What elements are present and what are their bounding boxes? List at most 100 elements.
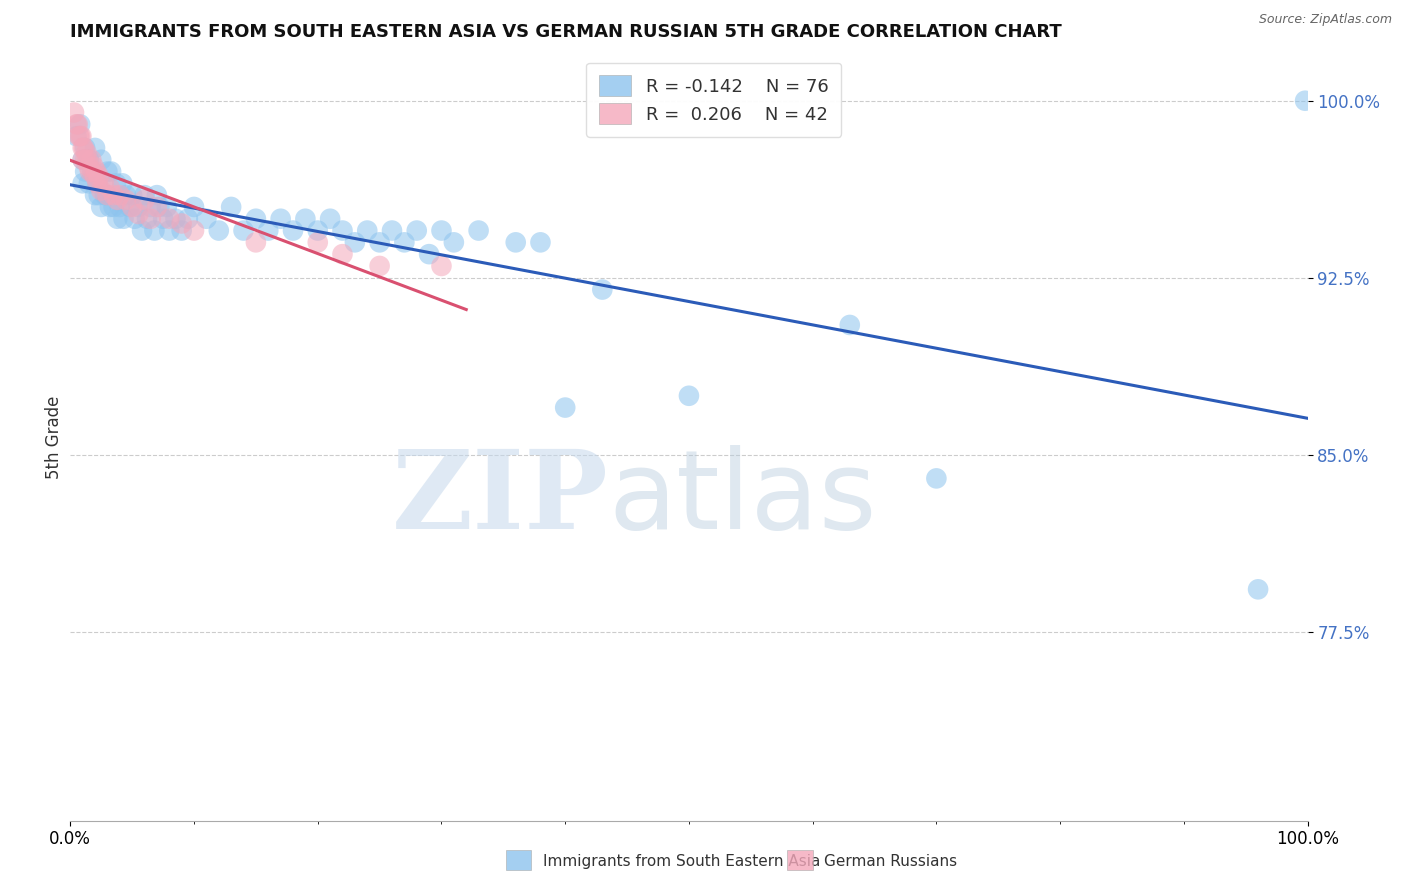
Point — [195, 211, 218, 226]
Point — [270, 211, 292, 226]
Point — [69, 129, 91, 144]
Point — [84, 164, 107, 178]
Point — [70, 129, 93, 144]
Point — [111, 177, 134, 191]
Point — [77, 153, 100, 167]
Point — [307, 223, 329, 237]
Point — [405, 223, 427, 237]
Point — [124, 211, 146, 226]
Point — [75, 153, 97, 167]
Point — [72, 177, 94, 191]
Text: atlas: atlas — [609, 445, 877, 552]
Point — [96, 188, 118, 202]
Point — [118, 200, 141, 214]
Point — [82, 164, 104, 178]
Point — [170, 223, 193, 237]
Point — [75, 145, 97, 160]
Point — [115, 188, 138, 202]
Point — [96, 188, 118, 202]
Text: IMMIGRANTS FROM SOUTH EASTERN ASIA VS GERMAN RUSSIAN 5TH GRADE CORRELATION CHART: IMMIGRANTS FROM SOUTH EASTERN ASIA VS GE… — [70, 23, 1062, 41]
Point — [332, 247, 354, 261]
Point — [84, 188, 107, 202]
Point — [87, 188, 110, 202]
Point — [84, 169, 107, 184]
Point — [127, 200, 149, 214]
Point — [77, 177, 100, 191]
Point — [73, 141, 96, 155]
Point — [105, 193, 128, 207]
Point — [156, 200, 179, 214]
Point — [232, 223, 254, 237]
Point — [146, 200, 169, 214]
Point — [127, 207, 149, 221]
Point — [257, 223, 280, 237]
Point — [86, 177, 108, 191]
Point — [838, 318, 860, 332]
Point — [165, 211, 187, 226]
Point — [79, 164, 101, 178]
Point — [83, 160, 105, 174]
Point — [82, 164, 104, 178]
Point — [94, 188, 117, 202]
Point — [467, 223, 489, 237]
Point — [66, 117, 89, 131]
Point — [394, 235, 416, 250]
Point — [72, 153, 94, 167]
Point — [319, 211, 342, 226]
Point — [76, 153, 98, 167]
Point — [143, 223, 166, 237]
Point — [678, 389, 700, 403]
Point — [177, 211, 200, 226]
Point — [112, 211, 135, 226]
Point — [98, 200, 121, 214]
Point — [183, 200, 205, 214]
Point — [356, 223, 378, 237]
Point — [1294, 94, 1316, 108]
Point — [67, 129, 90, 144]
Point — [108, 188, 131, 202]
Point — [148, 200, 170, 214]
Point — [139, 211, 162, 226]
Point — [505, 235, 527, 250]
Point — [105, 177, 128, 191]
Point — [86, 177, 108, 191]
Text: German Russians: German Russians — [824, 855, 957, 869]
Point — [430, 259, 453, 273]
Point — [80, 153, 103, 167]
Point — [65, 129, 87, 144]
Point — [69, 117, 91, 131]
Point — [170, 217, 193, 231]
Point — [294, 211, 316, 226]
Point — [443, 235, 465, 250]
Point — [131, 223, 153, 237]
Point — [90, 200, 112, 214]
Point — [100, 164, 122, 178]
Point — [245, 235, 267, 250]
Point — [418, 247, 440, 261]
Point — [146, 188, 169, 202]
Point — [90, 183, 112, 197]
Point — [63, 105, 86, 120]
Point — [591, 283, 613, 297]
Point — [332, 223, 354, 237]
Point — [554, 401, 576, 415]
Point — [157, 223, 180, 237]
Point — [134, 188, 156, 202]
Point — [307, 235, 329, 250]
Point — [77, 160, 100, 174]
Point — [134, 193, 156, 207]
Point — [925, 471, 948, 485]
Point — [430, 223, 453, 237]
Point — [90, 153, 112, 167]
Point — [72, 141, 94, 155]
Point — [183, 223, 205, 237]
Point — [87, 169, 110, 184]
Point — [84, 141, 107, 155]
Point — [65, 117, 87, 131]
Point — [105, 211, 128, 226]
Point — [96, 164, 118, 178]
Point — [368, 235, 391, 250]
Text: Immigrants from South Eastern Asia: Immigrants from South Eastern Asia — [543, 855, 820, 869]
Point — [529, 235, 551, 250]
Point — [103, 200, 125, 214]
